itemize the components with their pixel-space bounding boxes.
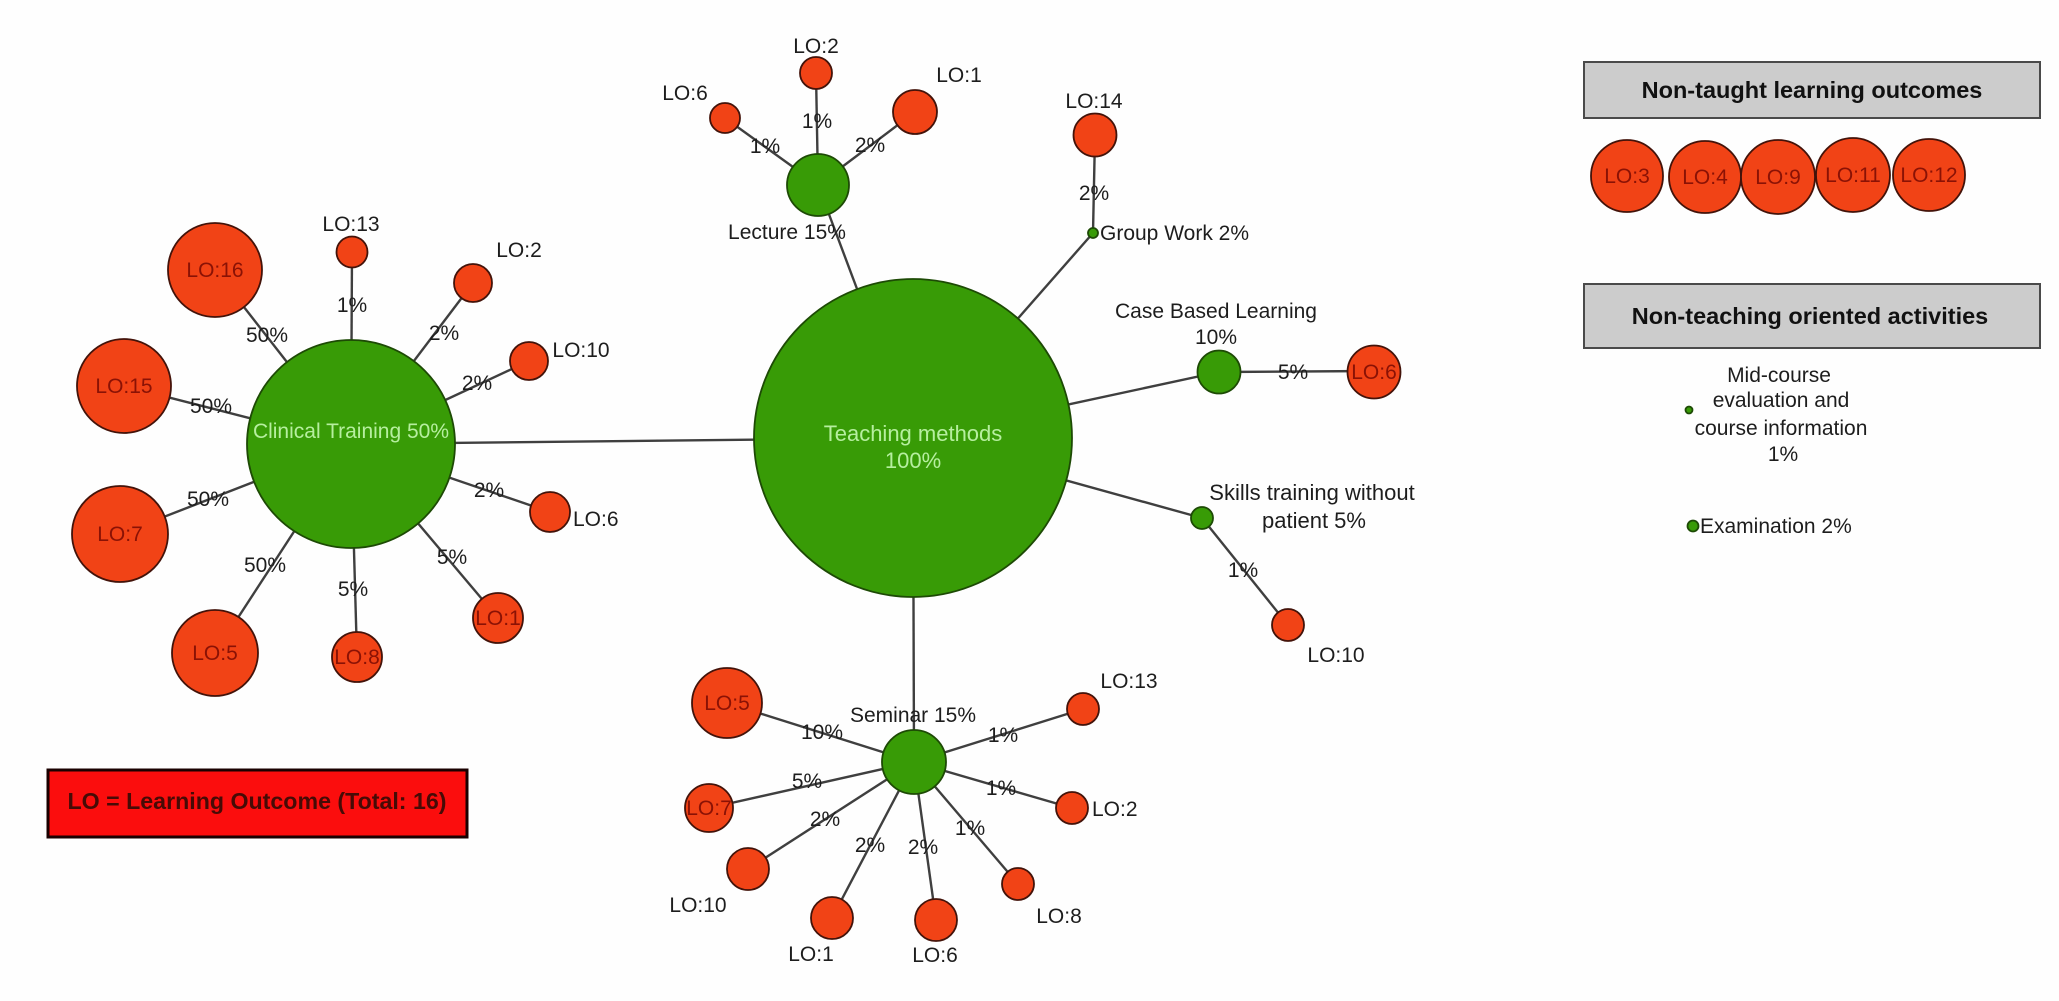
svg-text:2%: 2% [855,834,885,857]
svg-text:LO = Learning Outcome (Total:: LO = Learning Outcome (Total: 16) [68,788,447,814]
svg-text:5%: 5% [792,770,822,793]
svg-text:Teaching methods: Teaching methods [824,421,1003,446]
svg-text:LO:8: LO:8 [334,646,380,669]
svg-text:LO:6: LO:6 [573,508,619,531]
svg-text:5%: 5% [437,546,467,569]
svg-text:LO:6: LO:6 [662,82,708,105]
svg-text:LO:5: LO:5 [704,692,750,715]
svg-text:1%: 1% [1768,443,1798,466]
svg-text:1%: 1% [988,724,1018,747]
svg-text:LO:9: LO:9 [1755,166,1801,189]
svg-text:LO:16: LO:16 [186,259,243,282]
svg-text:2%: 2% [1079,182,1109,205]
svg-text:1%: 1% [986,777,1016,800]
svg-text:LO:14: LO:14 [1065,90,1123,113]
svg-text:Group Work 2%: Group Work 2% [1100,222,1249,245]
svg-text:LO:1: LO:1 [475,607,521,630]
svg-text:LO:7: LO:7 [686,797,732,820]
svg-text:LO:6: LO:6 [1351,361,1397,384]
svg-text:LO:15: LO:15 [95,375,152,398]
svg-text:2%: 2% [908,836,938,859]
svg-text:2%: 2% [855,134,885,157]
svg-text:LO:5: LO:5 [192,642,238,665]
svg-text:LO:6: LO:6 [912,944,958,967]
svg-text:patient 5%: patient 5% [1262,508,1366,533]
svg-text:LO:13: LO:13 [322,213,379,236]
svg-text:LO:3: LO:3 [1604,165,1650,188]
svg-text:100%: 100% [885,448,941,473]
svg-text:2%: 2% [462,372,492,395]
svg-text:Skills training without: Skills training without [1209,480,1414,505]
svg-text:LO:2: LO:2 [793,35,839,58]
svg-text:10%: 10% [801,721,843,744]
svg-text:Examination 2%: Examination 2% [1700,515,1852,538]
svg-text:2%: 2% [810,808,840,831]
svg-text:LO:13: LO:13 [1100,670,1157,693]
svg-text:50%: 50% [244,554,286,577]
svg-text:LO:10: LO:10 [552,339,609,362]
svg-text:1%: 1% [337,294,367,317]
svg-text:LO:12: LO:12 [1900,164,1957,187]
svg-text:2%: 2% [474,479,504,502]
svg-text:10%: 10% [1195,326,1237,349]
svg-text:LO:4: LO:4 [1682,166,1728,189]
svg-text:LO:8: LO:8 [1036,905,1082,928]
svg-text:1%: 1% [1228,559,1258,582]
svg-text:1%: 1% [802,110,832,133]
svg-text:Mid-course: Mid-course [1727,364,1831,387]
svg-text:1%: 1% [955,817,985,840]
svg-text:evaluation and: evaluation and [1713,389,1850,412]
svg-text:LO:1: LO:1 [788,943,834,966]
svg-text:LO:2: LO:2 [496,239,542,262]
svg-text:LO:10: LO:10 [669,894,726,917]
svg-text:LO:2: LO:2 [1092,798,1138,821]
svg-text:1%: 1% [750,135,780,158]
svg-text:Lecture 15%: Lecture 15% [728,221,846,244]
svg-text:LO:1: LO:1 [936,64,982,87]
svg-text:Case Based Learning: Case Based Learning [1115,300,1317,323]
svg-text:50%: 50% [190,395,232,418]
svg-text:50%: 50% [187,488,229,511]
svg-text:LO:10: LO:10 [1307,644,1364,667]
svg-text:Seminar 15%: Seminar 15% [850,704,976,727]
svg-text:5%: 5% [338,578,368,601]
svg-text:Non-taught learning outcomes: Non-taught learning outcomes [1642,77,1983,103]
svg-text:50%: 50% [246,324,288,347]
svg-text:LO:7: LO:7 [97,523,143,546]
svg-text:Non-teaching oriented activiti: Non-teaching oriented activities [1632,303,1988,329]
svg-text:2%: 2% [429,322,459,345]
svg-text:course information: course information [1695,417,1868,440]
svg-text:5%: 5% [1278,361,1308,384]
svg-text:Clinical Training 50%: Clinical Training 50% [253,420,449,443]
svg-text:LO:11: LO:11 [1825,164,1881,187]
